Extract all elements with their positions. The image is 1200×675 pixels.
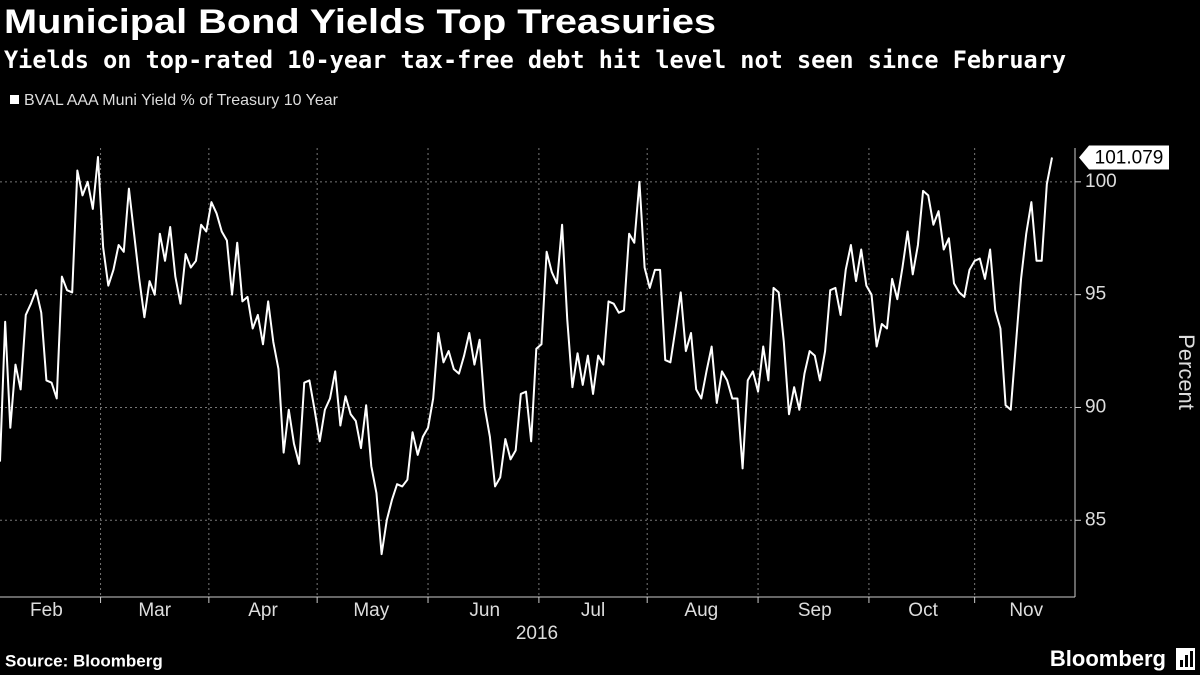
x-tick-label: Aug — [684, 600, 718, 621]
y-tick-label: 95 — [1085, 284, 1106, 305]
brand-icon — [1176, 648, 1195, 670]
line-series — [0, 156, 1053, 556]
y-tick-label: 100 — [1085, 171, 1117, 192]
legend-label: BVAL AAA Muni Yield % of Treasury 10 Yea… — [24, 92, 339, 109]
y-axis-label: Percent — [1174, 334, 1199, 410]
y-tick-label: 90 — [1085, 396, 1106, 417]
x-tick-label: Nov — [1009, 600, 1043, 621]
source: Source: Bloomberg — [5, 651, 163, 670]
x-tick-label: Jun — [469, 600, 500, 621]
legend-swatch — [10, 95, 19, 104]
x-tick-label: Jul — [581, 600, 605, 621]
x-tick-label: Sep — [798, 600, 832, 621]
year-label: 2016 — [516, 623, 558, 644]
x-tick-label: Apr — [248, 600, 278, 621]
x-tick-label: Oct — [908, 600, 938, 621]
x-tick-label: Feb — [30, 600, 63, 621]
last-value-label: 101.079 — [1095, 148, 1164, 169]
x-tick-label: Mar — [138, 600, 171, 621]
y-tick-label: 85 — [1085, 509, 1106, 530]
brand: Bloomberg — [1050, 646, 1166, 671]
chart-title: Municipal Bond Yields Top Treasuries — [4, 3, 716, 41]
x-tick-label: May — [353, 600, 389, 621]
last-value-tag — [1079, 145, 1169, 170]
chart-subtitle: Yields on top-rated 10-year tax-free deb… — [4, 46, 1066, 74]
